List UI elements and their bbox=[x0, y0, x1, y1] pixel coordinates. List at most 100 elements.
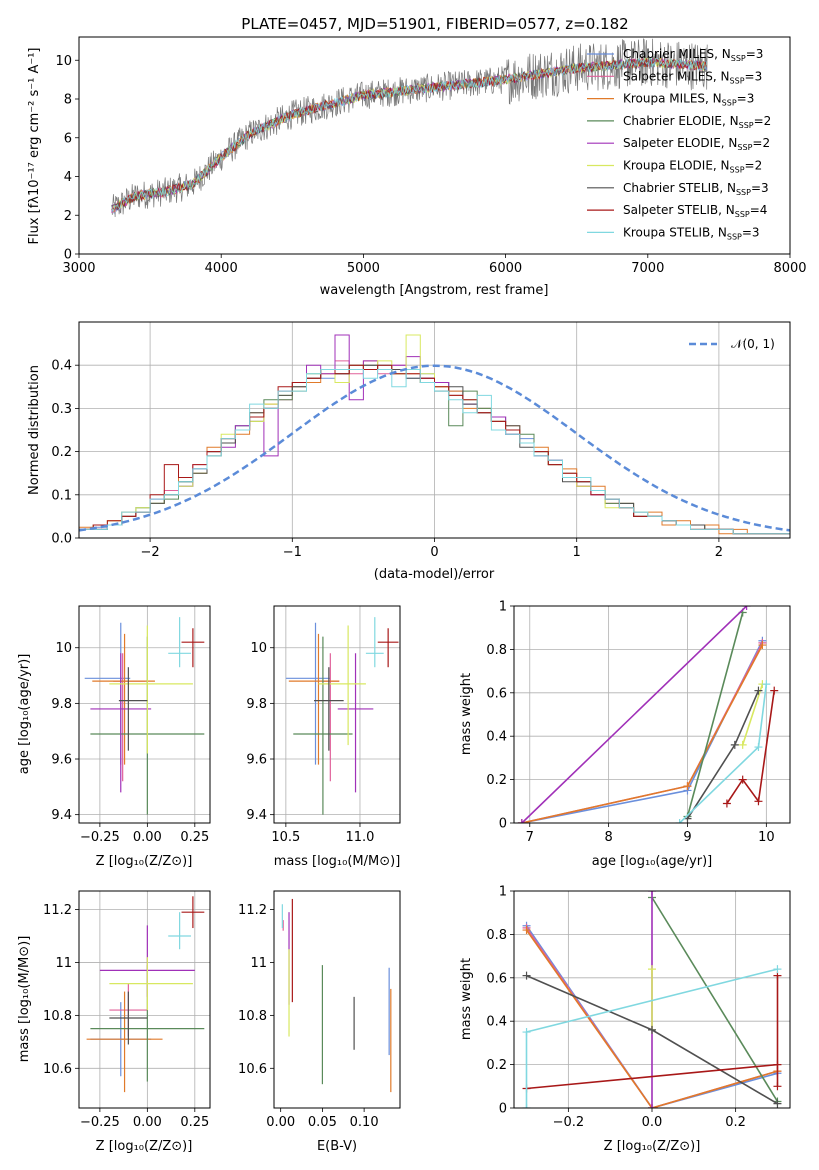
weight-line-chabrier-elodie bbox=[651, 897, 779, 1102]
weight-marker-salpeter-elodie bbox=[648, 891, 656, 895]
y-tick-label: 0.8 bbox=[486, 928, 507, 943]
errorbar-salpeter-miles bbox=[113, 653, 146, 782]
y-tick-label: 0.1 bbox=[51, 488, 72, 503]
age-vs-mass-ticks: 10.5 11.0 9.4 9.6 9.8 10 bbox=[246, 641, 374, 845]
y-tick-label: 0 bbox=[499, 817, 507, 832]
weight-vs-z-x-label: Z [log₁₀(Z/Z⊙)] bbox=[604, 1139, 701, 1154]
legend-label-kroupa-stelib: Kroupa STELIB, NSSP=3 bbox=[623, 225, 760, 241]
x-tick-label: 6000 bbox=[489, 261, 522, 276]
weight-line-kroupa-stelib bbox=[679, 684, 768, 823]
weight-vs-z-y-label: mass weight bbox=[459, 958, 474, 1040]
y-tick-label: 0.2 bbox=[486, 773, 507, 788]
y-tick-label: 9.8 bbox=[246, 697, 267, 712]
x-tick-label: 8000 bbox=[773, 261, 806, 276]
weight-line-chabrier-elodie bbox=[686, 612, 744, 817]
legend-label-chabrier-elodie: Chabrier ELODIE, NSSP=2 bbox=[623, 114, 771, 130]
age-vs-z-ticks: −0.25 0.00 0.25 9.4 9.6 9.8 10 bbox=[51, 641, 209, 845]
age-vs-z-series bbox=[84, 617, 205, 815]
weight-marker-salpeter-stelib bbox=[770, 686, 779, 695]
weight-vs-age-y-label: mass weight bbox=[459, 673, 474, 755]
weight-marker-salpeter-elodie bbox=[517, 819, 526, 823]
legend-label-subscript: SSP bbox=[731, 54, 746, 63]
spectrum-axes-frame bbox=[78, 36, 791, 255]
x-tick-label: 1 bbox=[573, 545, 581, 560]
weight-line-salpeter-stelib bbox=[726, 690, 775, 804]
legend-label-suffix: =4 bbox=[750, 203, 768, 217]
y-tick-label: 9.6 bbox=[246, 753, 267, 768]
errorbar-chabrier-stelib bbox=[118, 667, 148, 751]
mass-vs-ebv-series bbox=[281, 898, 392, 1093]
y-tick-label: 1 bbox=[499, 600, 507, 615]
figure-title: PLATE=0457, MJD=51901, FIBERID=0577, z=0… bbox=[241, 15, 628, 33]
residuals-ticks: −2 −1 0 1 2 0.0 0.1 0.2 0.3 0.4 bbox=[51, 359, 723, 560]
errorbar-chabrier-miles bbox=[285, 622, 331, 765]
mass-vs-ebv-panel: 0.00 0.05 0.10 10.6 10.8 11 11.2 E(B-V) bbox=[238, 890, 401, 1154]
x-tick-label: −1 bbox=[283, 545, 302, 560]
weight-marker-kroupa-stelib bbox=[762, 680, 771, 689]
y-tick-label: 10 bbox=[55, 54, 72, 69]
weight-marker-salpeter-stelib bbox=[738, 775, 747, 784]
legend-label-suffix: =2 bbox=[754, 114, 772, 128]
errorbar-salpeter-stelib bbox=[181, 896, 205, 929]
weight-line-kroupa-miles bbox=[525, 929, 778, 1108]
legend-label-subscript: SSP bbox=[739, 121, 754, 130]
weight-marker-kroupa-miles bbox=[683, 782, 692, 791]
errorbar-kroupa-miles bbox=[92, 633, 155, 765]
y-tick-label: 9.6 bbox=[51, 753, 72, 768]
y-tick-label: 0.3 bbox=[51, 402, 72, 417]
errorbar-chabrier-stelib bbox=[109, 991, 148, 1045]
weight-marker-chabrier-stelib bbox=[522, 971, 531, 980]
spectrum-x-label: wavelength [Angstrom, rest frame] bbox=[320, 283, 549, 298]
errorbar-salpeter-elodie bbox=[90, 653, 152, 793]
weight-marker-salpeter-elodie bbox=[648, 1104, 656, 1108]
y-tick-label: 0.8 bbox=[486, 643, 507, 658]
x-tick-label: 10 bbox=[758, 830, 775, 845]
y-tick-label: 0.4 bbox=[486, 730, 507, 745]
x-tick-label: 7 bbox=[526, 830, 534, 845]
y-tick-label: 0.2 bbox=[486, 1058, 507, 1073]
weight-marker-salpeter-stelib bbox=[773, 1060, 782, 1069]
x-tick-label: 0.25 bbox=[180, 1115, 209, 1130]
errorbar-kroupa-miles bbox=[86, 991, 163, 1093]
y-tick-label: 9.4 bbox=[246, 808, 267, 823]
mass-vs-z-ticks: −0.25 0.00 0.25 10.6 10.8 11 11.2 bbox=[43, 903, 209, 1130]
residuals-series bbox=[79, 334, 790, 535]
mass-vs-z-grid bbox=[79, 891, 210, 1108]
spectrum-series bbox=[111, 38, 708, 218]
mass-vs-z-series bbox=[86, 896, 205, 1093]
y-tick-label: 0.4 bbox=[51, 359, 72, 374]
legend-label-chabrier-miles: Chabrier MILES, NSSP=3 bbox=[623, 47, 763, 63]
age-vs-z-panel: −0.25 0.00 0.25 9.4 9.6 9.8 10 Z [log₁₀(Z/Z⊙)]… bbox=[17, 605, 211, 869]
x-tick-label: 2 bbox=[715, 545, 723, 560]
x-tick-label: −2 bbox=[141, 545, 160, 560]
weight-vs-age-ticks: 7 8 9 10 0 0.2 0.4 0.6 0.8 1 bbox=[486, 600, 774, 846]
mass-vs-ebv-axes-frame bbox=[273, 890, 401, 1109]
y-tick-label: 6 bbox=[64, 131, 72, 146]
model-line-kroupa-stelib bbox=[111, 57, 708, 213]
legend-label-subscript: SSP bbox=[730, 76, 745, 85]
errorbar-kroupa-stelib bbox=[168, 617, 192, 668]
mass-vs-ebv-x-label: E(B-V) bbox=[317, 1139, 357, 1154]
residuals-x-label: (data-model)/error bbox=[374, 567, 495, 582]
residuals-panel: −2 −1 0 1 2 0.0 0.1 0.2 0.3 0.4 (data-model)/erro… bbox=[27, 321, 791, 582]
y-tick-label: 0.4 bbox=[486, 1015, 507, 1030]
x-tick-label: 3000 bbox=[62, 261, 95, 276]
errorbar-kroupa-elodie bbox=[109, 625, 193, 754]
y-tick-label: 0 bbox=[64, 248, 72, 263]
residuals-y-label: Normed distribution bbox=[27, 365, 42, 495]
spectrum-y-label: Flux [fλ10⁻¹⁷ erg cm⁻² s⁻¹ A⁻¹] bbox=[27, 48, 42, 245]
x-tick-label: 7000 bbox=[631, 261, 664, 276]
legend-label-suffix: =2 bbox=[752, 136, 770, 150]
spectrum-ticks: 3000 4000 5000 6000 7000 8000 0 2 4 6 8 10 bbox=[55, 54, 806, 276]
errorbar-salpeter-elodie bbox=[337, 653, 374, 793]
x-tick-label: 0.05 bbox=[308, 1115, 337, 1130]
y-tick-label: 4 bbox=[64, 170, 72, 185]
weight-marker-salpeter-stelib bbox=[722, 799, 731, 808]
weight-marker-salpeter-stelib bbox=[754, 797, 763, 806]
x-tick-label: 0.25 bbox=[180, 830, 209, 845]
weight-line-salpeter-elodie bbox=[521, 606, 748, 823]
x-tick-label: 0.10 bbox=[350, 1115, 379, 1130]
y-tick-label: 10.8 bbox=[238, 1009, 267, 1024]
age-vs-mass-series bbox=[285, 617, 399, 815]
mass-vs-z-x-label: Z [log₁₀(Z/Z⊙)] bbox=[96, 1139, 193, 1154]
